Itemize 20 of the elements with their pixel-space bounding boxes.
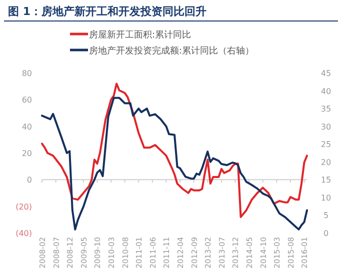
ytick: 0	[26, 176, 32, 185]
ytick: 40	[22, 122, 32, 132]
ytick: 20	[22, 149, 32, 158]
y2tick: 10	[320, 193, 332, 202]
ytick: (40)	[16, 229, 32, 238]
y2tick: 45	[320, 69, 332, 78]
ytick: (20)	[16, 202, 32, 212]
ytick: 80	[22, 69, 32, 78]
ytick: 60	[22, 96, 32, 105]
y2tick: 0	[323, 229, 329, 238]
y2tick: 40	[320, 86, 332, 96]
y2tick: 30	[320, 122, 332, 132]
title: 图 1：房地产新开工和开发投资同比回升	[8, 5, 206, 18]
legend: 房屋新开工面积:累计同比	[89, 30, 192, 40]
y2tick: 15	[320, 176, 332, 185]
y2tick: 35	[320, 104, 332, 114]
y2tick: 25	[320, 140, 332, 150]
y2tick: 20	[320, 158, 332, 167]
y2tick: 5	[323, 211, 329, 220]
legend: 房地产开发投资完成额:累计同比（右轴）	[89, 46, 254, 56]
